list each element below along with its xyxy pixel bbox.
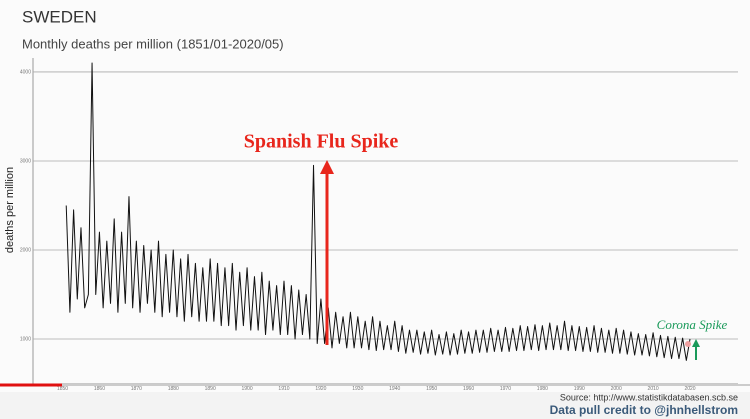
x-tick-label: 1850 — [57, 386, 68, 392]
x-tick-label: 1930 — [352, 386, 363, 392]
chart-title: SWEDEN — [22, 7, 97, 26]
x-tick-label: 1880 — [168, 386, 179, 392]
x-tick-label: 1900 — [242, 386, 253, 392]
x-tick-label: 1860 — [94, 386, 105, 392]
x-tick-label: 2000 — [611, 386, 622, 392]
x-tick-label: 1950 — [426, 386, 437, 392]
y-tick-label: 4000 — [20, 69, 31, 75]
y-tick-label: 3000 — [20, 158, 31, 164]
corona-dot — [685, 341, 691, 347]
plot-area: 1000 2000 3000 4000 1850 1860 1870 1880 1890 1900… — [20, 62, 738, 392]
credit: Data pull credit to @jhnhellstrom — [550, 403, 738, 417]
x-tick-label: 2020 — [684, 386, 695, 392]
annotation: Corona Spike — [657, 317, 728, 332]
x-tick-label: 1920 — [315, 386, 326, 392]
x-tick-label: 1940 — [389, 386, 400, 392]
y-axis-label: deaths per million — [4, 167, 16, 253]
source: Source: http://www.statistikdatabasen.sc… — [560, 392, 738, 402]
x-tick-label: 1980 — [537, 386, 548, 392]
player-overlay — [0, 392, 750, 419]
x-tick-label: 1870 — [131, 386, 142, 392]
flu-arrow-head — [320, 160, 334, 174]
chart-subtitle: Monthly deaths per million (1851/01-2020… — [22, 36, 284, 51]
y-tick-label: 1000 — [20, 336, 31, 342]
x-tick-label: 1890 — [205, 386, 216, 392]
data-line — [65, 62, 691, 361]
x-tick-label: 1990 — [574, 386, 585, 392]
x-tick-label: 1910 — [278, 386, 289, 392]
corona-arrow-head — [692, 339, 700, 347]
x-tick-label: 2010 — [648, 386, 659, 392]
x-tick-label: 1960 — [463, 386, 474, 392]
x-tick-label: 1970 — [500, 386, 511, 392]
y-tick-label: 2000 — [20, 247, 31, 253]
annotation: Spanish Flu Spike — [244, 131, 399, 153]
